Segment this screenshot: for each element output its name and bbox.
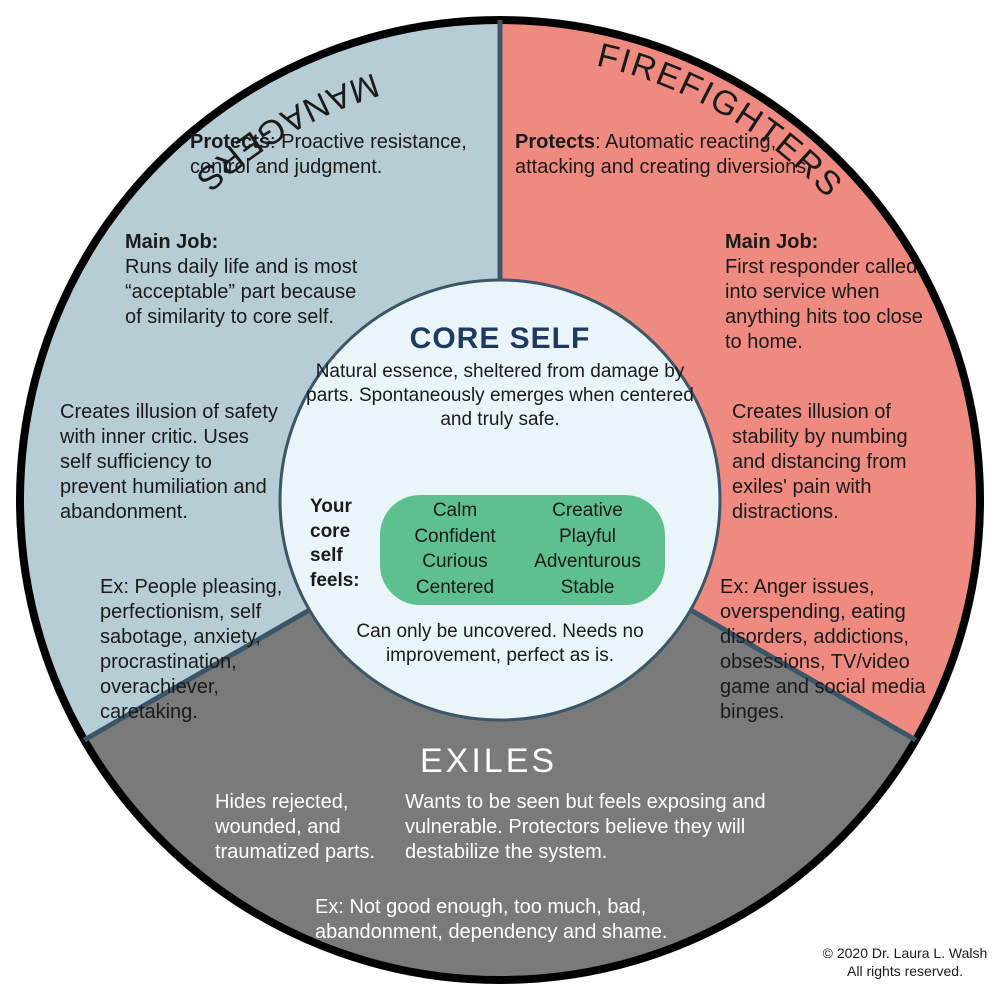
managers-mainjob: Main Job: Runs daily life and is most “a…: [125, 230, 375, 330]
exiles-title: EXILES: [420, 740, 557, 783]
firefighters-protects: Protects: Automatic reacting, attacking …: [515, 130, 845, 180]
firefighters-examples: Ex: Anger issues, overspending, eating d…: [720, 575, 930, 725]
core-pill-col1: Calm Confident Curious Centered: [395, 498, 515, 601]
managers-examples: Ex: People pleasing, perfectionism, self…: [100, 575, 300, 725]
exiles-hides: Hides rejected, wounded, and traumatized…: [215, 790, 385, 865]
ifs-wheel-diagram: MANAGERS FIREFIGHTERS Protects: Proactiv…: [0, 0, 1000, 1000]
copyright: © 2020 Dr. Laura L. Walsh All rights res…: [810, 945, 1000, 980]
core-footer: Can only be uncovered. Needs no improvem…: [320, 620, 680, 668]
core-title: CORE SELF: [300, 320, 700, 358]
firefighters-illusion: Creates illusion of stability by numbing…: [732, 400, 942, 525]
managers-illusion: Creates illusion of safety with inner cr…: [60, 400, 280, 525]
exiles-examples: Ex: Not good enough, too much, bad, aban…: [315, 895, 715, 945]
core-pill-col2: Creative Playful Adventurous Stable: [520, 498, 655, 601]
firefighters-mainjob: Main Job: First responder called into se…: [725, 230, 945, 355]
managers-protects: Protects: Proactive resistance, control …: [190, 130, 480, 180]
exiles-wants: Wants to be seen but feels exposing and …: [405, 790, 805, 865]
core-feels-label: Your core self feels:: [310, 495, 380, 594]
core-description: Natural essence, sheltered from damage b…: [290, 360, 710, 431]
